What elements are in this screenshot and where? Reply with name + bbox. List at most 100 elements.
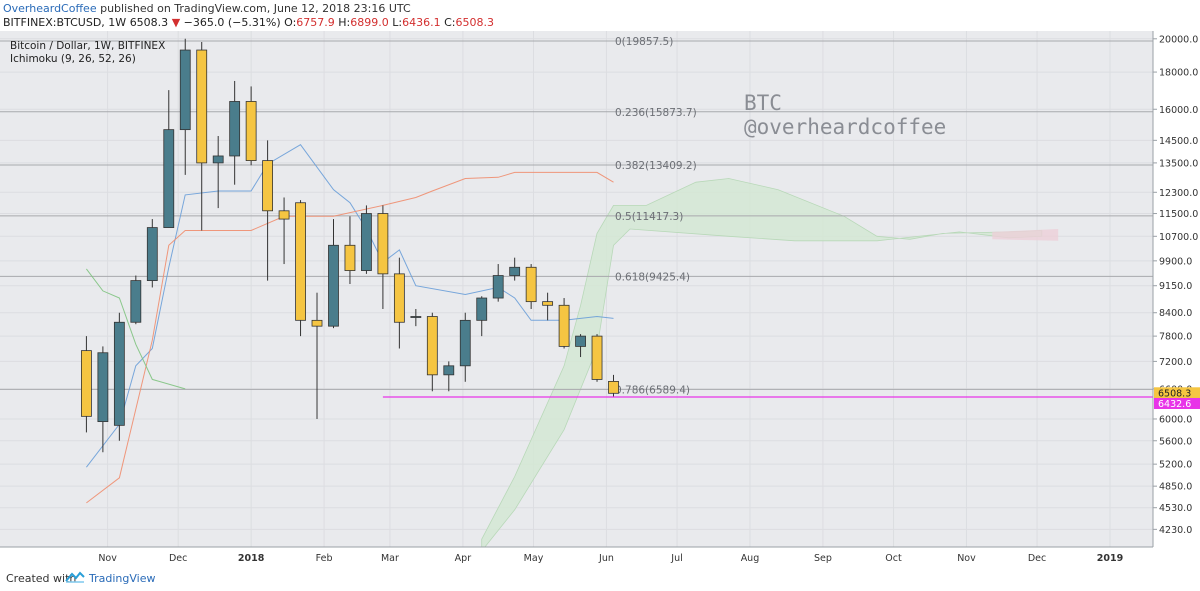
candle-body: [591, 335, 603, 380]
price-tag: [1154, 397, 1200, 409]
candle-down: [262, 140, 274, 281]
candle-body: [81, 350, 92, 417]
cloud-area: [481, 178, 1043, 553]
price-tick-label: 7200.0: [1159, 357, 1192, 368]
candle-down: [377, 205, 389, 309]
tradingview-brand[interactable]: TradingView: [89, 572, 156, 585]
price-tick-label: 9150.0: [1159, 281, 1192, 292]
time-tick-label: 2019: [1097, 553, 1123, 564]
price-tag-label: 6508.3: [1158, 388, 1191, 399]
candle-body: [393, 273, 405, 323]
ohlc-close-key: C:: [444, 16, 456, 29]
price-tick-label: 4530.0: [1159, 503, 1192, 514]
candle-body: [426, 316, 438, 376]
candle-up: [476, 296, 488, 337]
ohlc-open-value: 6757.9: [296, 16, 335, 29]
conversion-line: [86, 144, 614, 468]
candle-down: [558, 298, 570, 349]
symbol-label: BITFINEX:BTCUSD, 1W: [3, 16, 127, 29]
price-chart[interactable]: 0(19857.5) 0.236(15873.7) 0.382(13409.2) 0.…: [0, 31, 1200, 567]
ohlc-high-key: H:: [338, 16, 351, 29]
candle-body: [525, 266, 537, 303]
candlestick-series: [81, 38, 619, 453]
price-tick-label: 18000.0: [1159, 68, 1198, 79]
candle-body: [509, 266, 521, 276]
price-tick-label: 8400.0: [1159, 308, 1192, 319]
price-axis[interactable]: 20000.0 18000.0 16000.0 14500.0 13500.0 12300…: [1152, 31, 1200, 567]
candle-body: [459, 319, 471, 367]
author-link[interactable]: OverheardCoffee: [3, 2, 97, 15]
fib-level-label: 0.382(13409.2): [615, 160, 697, 172]
candle-body: [130, 280, 142, 323]
time-tick-label: Dec: [169, 553, 187, 564]
candle-up: [179, 38, 191, 175]
candle-body: [295, 202, 306, 321]
time-tick-label: May: [524, 553, 544, 564]
price-tick-label: 10700.0: [1159, 232, 1198, 243]
candle-body: [97, 352, 109, 423]
time-tick-label: Oct: [885, 553, 902, 564]
candle-up: [410, 308, 422, 327]
candle-up: [146, 219, 158, 288]
price-tag: [1154, 387, 1200, 399]
fib-retracement[interactable]: 0(19857.5) 0.236(15873.7) 0.382(13409.2) 0.…: [0, 36, 1153, 396]
candle-body: [476, 297, 488, 321]
candle-up: [509, 257, 521, 281]
candle-down: [278, 197, 290, 265]
candle-body: [311, 319, 323, 327]
ohlc-close-value: 6508.3: [455, 16, 495, 29]
chart-area[interactable]: 0(19857.5) 0.236(15873.7) 0.382(13409.2) 0.…: [0, 31, 1200, 567]
candle-body: [146, 227, 158, 281]
price-tick-label: 16000.0: [1159, 105, 1198, 116]
candle-body: [179, 49, 191, 131]
candle-body: [245, 101, 257, 161]
price-axis-bg: [1153, 31, 1200, 567]
candle-down: [196, 41, 208, 231]
candle-up: [492, 264, 504, 302]
time-tick-label: Nov: [957, 553, 976, 564]
candle-down: [311, 292, 323, 419]
watermark-btc: BTC: [744, 91, 782, 115]
candle-body: [229, 101, 241, 157]
time-axis[interactable]: Nov Dec 2018 Feb Mar Apr May Jun Jul Aug Sep Oct Nov…: [0, 546, 1200, 567]
price-tick-label: 4230.0: [1159, 525, 1192, 536]
candle-up: [575, 334, 586, 358]
candle-body: [344, 244, 356, 271]
lagging-span: [86, 268, 186, 390]
time-tick-label: Sep: [814, 553, 832, 564]
fib-level-label: 0.618(9425.4): [615, 271, 690, 283]
legend-title: Bitcoin / Dollar, 1W, BITFINEX: [10, 40, 165, 52]
ohlc-open-key: O:: [284, 16, 297, 29]
fib-level-label: 0(19857.5): [615, 36, 673, 48]
watermark-handle: @overheardcoffee: [744, 115, 946, 139]
candle-up: [361, 205, 372, 274]
candle-down: [525, 264, 537, 309]
price-tick-label: 11500.0: [1159, 209, 1198, 220]
ichimoku-lines: [86, 144, 614, 504]
footer: Created with TradingView: [0, 567, 1200, 591]
candle-body: [196, 49, 208, 164]
candle-body: [443, 365, 455, 376]
candle-down: [295, 200, 306, 337]
candle-up: [97, 346, 109, 453]
time-axis-bg: [0, 547, 1200, 567]
candle-body: [328, 244, 339, 327]
price-change: −365.0 (−5.31%): [183, 16, 281, 29]
time-tick-label: Dec: [1028, 553, 1046, 564]
down-arrow-icon: ▼: [171, 16, 181, 29]
fib-level-label: 0.786(6589.4): [615, 384, 690, 396]
price-tick-label: 5600.0: [1159, 436, 1192, 447]
tradingview-logo-icon: [65, 571, 85, 583]
candle-body: [377, 213, 389, 275]
ohlc-low-value: 6436.1: [402, 16, 441, 29]
ohlc-high-value: 6899.0: [350, 16, 389, 29]
publish-header: OverheardCoffee published on TradingView…: [3, 2, 411, 15]
candle-up: [229, 80, 241, 185]
candle-down: [591, 334, 603, 382]
ohlc-low-key: L:: [392, 16, 403, 29]
candle-body: [542, 301, 554, 306]
candle-down: [426, 312, 438, 392]
candle-down: [344, 216, 356, 284]
candle-body: [575, 335, 586, 347]
fib-level-label: 0.236(15873.7): [615, 107, 697, 119]
